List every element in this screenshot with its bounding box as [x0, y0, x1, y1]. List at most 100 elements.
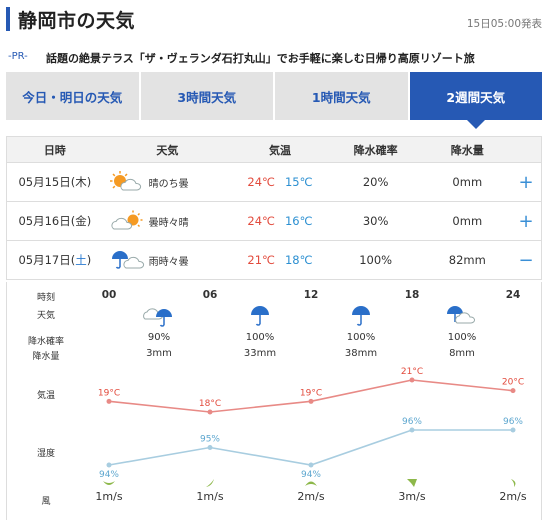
precip-value: 38mm [344, 348, 378, 359]
wind-speed: 1m/s [95, 490, 123, 503]
forecast-table: 日時 天気 気温 降水確率 降水量 05月15日(木) 晴のち曇 24℃ 15℃… [6, 136, 542, 280]
humidity-point [308, 462, 314, 468]
saturday-label: 土 [75, 253, 87, 267]
row-pop: 100% [359, 253, 393, 267]
humidity-label: 95% [200, 435, 220, 445]
humidity-label: 94% [301, 470, 321, 480]
header-precip: 降水量 [450, 143, 484, 157]
wind-direction-icon [206, 479, 214, 487]
umbrella-cloud-icon [447, 306, 475, 324]
row-date: 05月17日(土) [18, 253, 92, 267]
temperature-point [207, 409, 213, 415]
expand-icon[interactable]: + [518, 210, 534, 232]
table-row[interactable]: 05月16日(金) 曇時々晴 24℃ 16℃ 30% 0mm + [7, 202, 541, 241]
table-row[interactable]: 05月17日(土) 雨時々曇 21℃ 18℃ 100% 82mm − [7, 241, 541, 280]
row-precip: 0mm [452, 214, 483, 228]
humidity-point [510, 427, 516, 433]
row-date: 05月16日(金) [18, 214, 92, 228]
hourly-detail-panel: 時刻 天気 降水確率 降水量 気温 湿度 風 00 06 12 18 24 90… [6, 282, 542, 520]
low-temp: 16℃ [284, 214, 313, 228]
label-precip: 降水量 [32, 352, 60, 362]
row-date: 05月15日(木) [18, 175, 92, 189]
label-wind: 風 [41, 497, 51, 507]
humidity-line [108, 429, 513, 466]
row-temp: 24℃ 16℃ [232, 202, 328, 240]
wind-direction-icon [511, 479, 516, 487]
row-pop: 20% [362, 175, 389, 189]
high-temp: 21℃ [247, 253, 275, 267]
issued-time: 15日05:00発表 [466, 18, 542, 30]
title-accent-bar [6, 7, 10, 31]
humidity-label: 96% [503, 417, 523, 427]
row-precip: 0mm [452, 175, 483, 189]
row-weather: 晴のち曇 [103, 163, 233, 201]
wind-speed: 3m/s [398, 490, 426, 503]
humidity-label: 94% [99, 470, 119, 480]
header-temp: 気温 [268, 143, 291, 157]
temperature-label: 20°C [502, 378, 524, 388]
sun-then-cloud-icon [109, 171, 141, 191]
hour-label: 12 [303, 289, 319, 301]
cloud-rain-icon [143, 308, 172, 327]
humidity-point [207, 445, 213, 450]
wind-direction-icon [103, 481, 115, 485]
precip-value: 8mm [449, 348, 475, 359]
temperature-point [106, 398, 112, 404]
pr-tag: -PR- [8, 51, 28, 62]
cloud-sometimes-sun-icon [111, 210, 143, 230]
high-temp: 24℃ [247, 214, 275, 228]
humidity-point [106, 462, 112, 468]
umbrella-icon [352, 306, 370, 326]
pop-value: 100% [245, 332, 275, 343]
hour-label: 18 [404, 289, 420, 301]
temperature-point [510, 388, 516, 394]
temperature-label: 18°C [199, 399, 221, 409]
tab-today-tomorrow[interactable]: 今日・明日の天気 [6, 72, 139, 120]
tab-2week[interactable]: 2週間天気 [409, 72, 542, 129]
label-weather: 天気 [36, 311, 55, 321]
high-temp: 24℃ [247, 175, 275, 189]
label-humidity: 湿度 [36, 449, 55, 459]
pr-banner[interactable]: -PR- 話題の絶景テラス「ザ・ヴェランダ石打丸山」でお手軽に楽しむ日帰り高原リ… [0, 50, 550, 66]
page-title: 静岡市の天気 [18, 10, 136, 32]
humidity-point [409, 427, 415, 433]
label-time: 時刻 [36, 293, 55, 303]
hour-label: 00 [101, 289, 117, 301]
row-weather: 曇時々晴 [103, 202, 233, 240]
rain-sometimes-cloud-icon [111, 251, 144, 269]
pop-value: 90% [147, 332, 171, 343]
low-temp: 15℃ [284, 175, 313, 189]
wind-speed: 2m/s [297, 490, 325, 503]
label-temp: 気温 [36, 391, 55, 401]
precip-value: 3mm [146, 348, 172, 359]
page-header: 静岡市の天気 15日05:00発表 [0, 0, 550, 40]
temp-humidity-graph: 19°C 18°C 19°C 21°C 20°C 94% 95% 94% 96% 96% [98, 367, 524, 480]
wind-speed: 2m/s [499, 490, 527, 503]
pop-value: 100% [346, 332, 376, 343]
table-row[interactable]: 05月15日(木) 晴のち曇 24℃ 15℃ 20% 0mm + [7, 163, 541, 202]
row-temp: 21℃ 18℃ [232, 241, 328, 279]
hour-label: 06 [202, 289, 218, 301]
temperature-point [409, 377, 415, 383]
label-pop: 降水確率 [27, 337, 64, 347]
row-pop: 30% [362, 214, 389, 228]
table-header: 日時 天気 気温 降水確率 降水量 [7, 137, 541, 163]
humidity-label: 96% [402, 417, 422, 427]
pr-link[interactable]: 話題の絶景テラス「ザ・ヴェランダ石打丸山」でお手軽に楽しむ日帰り高原リゾート旅 [46, 52, 475, 65]
row-weather: 雨時々曇 [103, 241, 233, 279]
header-pop: 降水確率 [353, 143, 398, 157]
tab-1hour[interactable]: 1時間天気 [275, 72, 408, 120]
temperature-label: 19°C [98, 388, 120, 398]
pop-value: 100% [447, 332, 477, 343]
wind-speed: 1m/s [196, 490, 224, 503]
temperature-label: 21°C [401, 367, 423, 377]
expand-icon[interactable]: + [518, 171, 534, 193]
wind-direction-icon [407, 479, 417, 487]
collapse-icon[interactable]: − [518, 249, 534, 271]
forecast-tabs: 今日・明日の天気 3時間天気 1時間天気 2週間天気 [6, 72, 542, 129]
row-precip: 82mm [448, 253, 486, 267]
tab-3hour[interactable]: 3時間天気 [140, 72, 273, 120]
hour-label: 24 [505, 289, 521, 301]
wind-direction-icon [305, 481, 317, 486]
header-date: 日時 [43, 143, 66, 157]
